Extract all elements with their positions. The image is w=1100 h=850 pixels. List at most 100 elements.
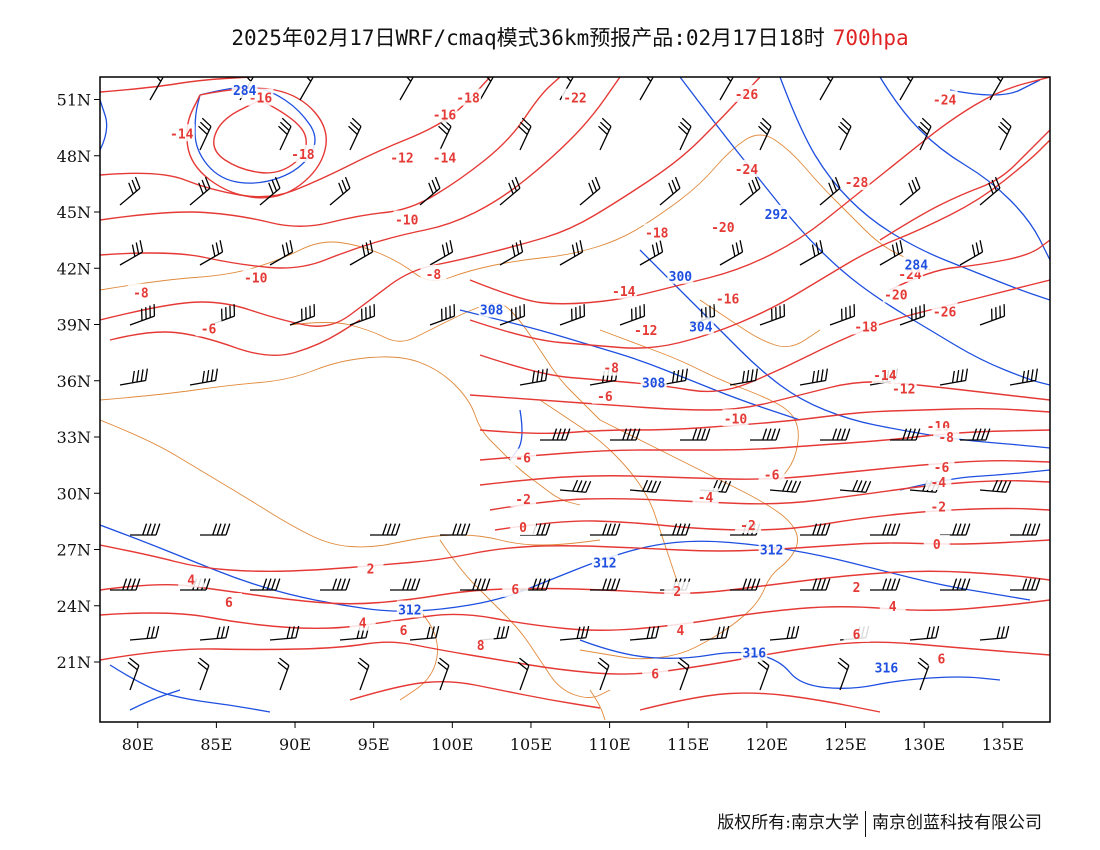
wind-barb xyxy=(518,117,532,151)
border-line xyxy=(289,302,601,421)
wind-barb xyxy=(598,117,612,151)
wind-barb xyxy=(799,240,824,266)
temperature-label: 4 xyxy=(889,600,897,615)
wind-barb xyxy=(619,304,646,326)
lon-label: 95E xyxy=(358,735,390,754)
border-line xyxy=(100,134,931,291)
border-line xyxy=(100,419,601,548)
wind-barb xyxy=(959,240,984,266)
temperature-label: 2 xyxy=(367,562,375,577)
title-main: 2025年02月17日WRF/cmaq模式36km预报产品:02月17日18时 xyxy=(231,26,825,50)
wind-barb xyxy=(197,657,210,691)
temperature-label: -10 xyxy=(395,214,419,229)
temperature-isoline xyxy=(349,680,601,709)
wind-barb xyxy=(838,117,852,151)
wind-barb xyxy=(479,77,494,101)
temperature-isoline xyxy=(100,641,1050,675)
height-label: 316 xyxy=(743,647,767,662)
wind-barb xyxy=(320,578,351,591)
wind-barb xyxy=(909,625,940,641)
height-label: 304 xyxy=(689,320,713,335)
title-level: 700hpa xyxy=(832,26,909,50)
wind-barb xyxy=(209,304,236,326)
wind-barb xyxy=(277,657,290,691)
temperature-label: -12 xyxy=(390,152,413,167)
wind-barb xyxy=(357,657,370,691)
wind-barbs xyxy=(110,77,1041,691)
temperature-isoline xyxy=(100,77,621,269)
border-line xyxy=(539,399,681,591)
wind-barb xyxy=(820,428,851,441)
temperature-label: -14 xyxy=(433,152,457,167)
lat-label: 30N xyxy=(57,484,91,503)
wind-barb xyxy=(499,304,526,326)
temperature-labels: -14-16-18-18-16-12 -14-22 -26 -24-24-28-10-… xyxy=(127,84,960,682)
wind-barb xyxy=(979,304,1006,326)
temperature-isoline xyxy=(479,279,1050,393)
height-label: 312 xyxy=(593,557,616,572)
wind-barb xyxy=(289,304,316,326)
wind-barb xyxy=(1009,368,1038,386)
wind-barb xyxy=(758,117,772,151)
temperature-label: -4 xyxy=(930,476,946,491)
wind-barb xyxy=(837,657,850,691)
wind-barb xyxy=(429,304,456,326)
wind-barb xyxy=(499,176,521,206)
wind-barb xyxy=(198,117,212,151)
wind-barb xyxy=(819,77,834,101)
lat-label: 36N xyxy=(57,372,91,391)
temperature-label: -10 xyxy=(244,272,268,287)
lat-label: 33N xyxy=(57,428,91,447)
temperature-label: -14 xyxy=(612,285,636,300)
lon-label: 105E xyxy=(510,735,552,754)
wind-barb xyxy=(250,578,281,591)
temperature-isoline xyxy=(479,407,1050,435)
border-line xyxy=(100,356,581,506)
wind-barb xyxy=(918,117,932,151)
wind-barb xyxy=(437,657,450,691)
wind-barb xyxy=(559,479,592,493)
temperature-label: -2 xyxy=(515,493,531,508)
height-isoline xyxy=(459,309,801,421)
temperature-label: -20 xyxy=(711,221,735,236)
temperature-label: -18 xyxy=(291,148,315,163)
temperature-label: -6 xyxy=(934,461,950,476)
wind-barb xyxy=(520,578,551,591)
lon-label: 100E xyxy=(431,735,473,754)
temperature-label: 4 xyxy=(359,617,367,632)
border-line xyxy=(699,299,821,348)
wind-barb xyxy=(590,523,621,536)
plot-frame xyxy=(99,76,1051,723)
wind-barb xyxy=(419,176,441,206)
border-line xyxy=(579,419,798,660)
lat-label: 39N xyxy=(57,316,91,335)
wind-barb xyxy=(199,625,230,641)
wind-barb xyxy=(519,368,548,386)
lat-label: 24N xyxy=(57,597,91,616)
lat-label: 48N xyxy=(57,147,91,166)
wind-barb xyxy=(739,176,761,206)
wind-barb xyxy=(278,117,292,151)
temperature-isoline xyxy=(879,129,1050,241)
temperature-label: -20 xyxy=(884,289,908,304)
wind-barb xyxy=(119,240,144,266)
wind-barb xyxy=(349,240,374,266)
wind-barb xyxy=(939,368,968,386)
temperature-isoline xyxy=(889,239,1050,291)
wind-barb xyxy=(890,428,921,441)
temperature-label: 4 xyxy=(187,574,195,589)
temperature-label: -6 xyxy=(515,452,531,467)
wind-barb xyxy=(559,625,590,641)
height-isoline xyxy=(879,77,1050,261)
province-borders xyxy=(100,134,931,721)
lon-label: 115E xyxy=(667,735,709,754)
temperature-label: -6 xyxy=(201,322,217,337)
lon-label: 85E xyxy=(200,735,232,754)
temperature-isoline xyxy=(100,77,761,327)
footer-right: 南京创蓝科技有限公司 xyxy=(872,813,1042,833)
height-label: 316 xyxy=(875,662,899,677)
wind-barb xyxy=(639,77,654,101)
wind-barb xyxy=(870,523,901,536)
wind-barb xyxy=(499,240,524,266)
wind-barb xyxy=(819,176,841,206)
